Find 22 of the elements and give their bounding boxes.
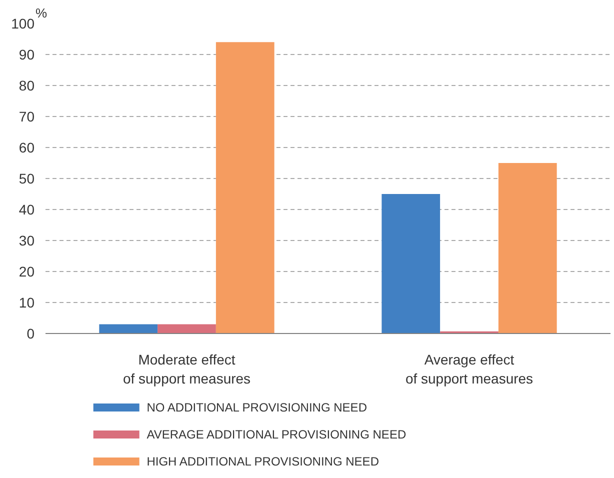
y-tick-label: 80 [18,78,35,94]
y-tick-label: 20 [18,264,35,280]
y-tick-label: 60 [18,140,35,156]
bar [498,163,557,334]
y-tick-label: 40 [18,202,35,218]
x-tick-label: Moderate effect of support measures [122,352,251,387]
x-tick-label: Average effect of support measures [405,352,534,387]
y-tick-label: 90 [18,46,35,62]
legend-label: AVERAGE ADDITIONAL PROVISIONING NEED [146,428,406,442]
y-tick-label: 100 [11,16,35,32]
bar [382,194,440,334]
y-tick-label: 30 [18,232,35,248]
y-tick-label: 0 [26,326,35,342]
y-tick-label: 10 [18,294,35,310]
legend-label: NO ADDITIONAL PROVISIONING NEED [146,400,368,414]
bar [99,324,158,334]
legend-label: HIGH ADDITIONAL PROVISIONING NEED [146,454,380,468]
y-tick-label: 50 [18,170,35,186]
y-axis-title: % [36,6,48,20]
bar [158,324,216,334]
y-tick-label: 70 [18,108,35,124]
bar [216,42,274,334]
